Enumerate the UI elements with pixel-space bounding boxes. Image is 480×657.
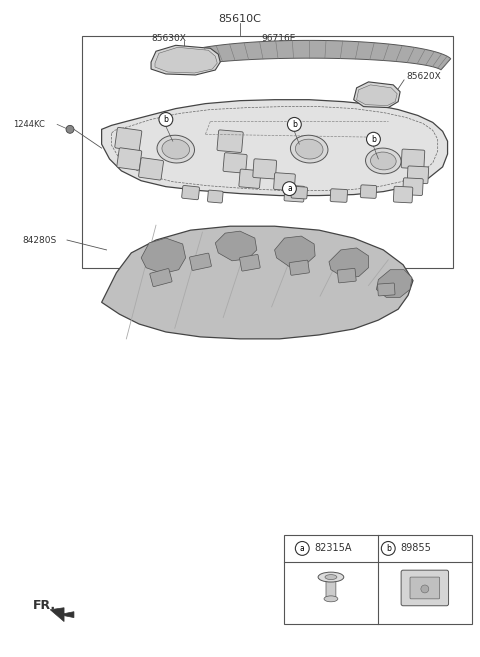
Bar	[82, 36, 453, 267]
Ellipse shape	[366, 148, 401, 174]
Text: b: b	[292, 120, 297, 129]
Text: 85630X: 85630X	[151, 34, 186, 43]
Circle shape	[295, 541, 309, 555]
FancyBboxPatch shape	[378, 283, 395, 296]
Polygon shape	[102, 100, 447, 196]
Polygon shape	[168, 40, 451, 70]
Text: 85610C: 85610C	[218, 14, 262, 24]
FancyBboxPatch shape	[207, 190, 223, 203]
FancyBboxPatch shape	[117, 148, 142, 170]
FancyBboxPatch shape	[337, 269, 356, 283]
Text: b: b	[371, 135, 376, 144]
Ellipse shape	[371, 152, 396, 170]
Circle shape	[421, 585, 429, 593]
Polygon shape	[216, 231, 257, 261]
Ellipse shape	[162, 139, 190, 159]
FancyBboxPatch shape	[401, 570, 448, 606]
FancyBboxPatch shape	[240, 254, 260, 271]
FancyBboxPatch shape	[330, 189, 348, 202]
Text: a: a	[300, 544, 305, 553]
Circle shape	[381, 541, 395, 555]
Text: 82315A: 82315A	[314, 543, 352, 553]
FancyBboxPatch shape	[394, 186, 413, 203]
FancyBboxPatch shape	[274, 173, 295, 191]
Ellipse shape	[157, 135, 194, 163]
Polygon shape	[102, 226, 413, 339]
Bar	[285, 535, 472, 623]
FancyBboxPatch shape	[115, 127, 142, 151]
Text: 84280S: 84280S	[23, 236, 57, 244]
Text: b: b	[386, 544, 391, 553]
Text: a: a	[287, 184, 292, 193]
FancyBboxPatch shape	[360, 185, 377, 198]
Polygon shape	[50, 608, 74, 622]
Ellipse shape	[295, 139, 323, 159]
FancyBboxPatch shape	[217, 130, 243, 152]
FancyBboxPatch shape	[284, 185, 305, 202]
FancyBboxPatch shape	[190, 253, 211, 271]
Circle shape	[288, 118, 301, 131]
Circle shape	[66, 125, 74, 133]
FancyBboxPatch shape	[410, 577, 440, 599]
Text: b: b	[163, 115, 168, 124]
Polygon shape	[329, 248, 369, 278]
FancyBboxPatch shape	[403, 178, 423, 196]
FancyBboxPatch shape	[182, 185, 200, 200]
Text: 89855: 89855	[400, 543, 431, 553]
FancyBboxPatch shape	[291, 186, 308, 199]
FancyBboxPatch shape	[139, 158, 164, 180]
FancyBboxPatch shape	[253, 159, 276, 179]
Text: FR.: FR.	[33, 599, 56, 612]
Polygon shape	[354, 82, 400, 108]
Ellipse shape	[290, 135, 328, 163]
Text: 1244KC: 1244KC	[12, 120, 45, 129]
Polygon shape	[376, 269, 412, 298]
FancyBboxPatch shape	[150, 269, 172, 286]
Circle shape	[159, 112, 173, 126]
FancyBboxPatch shape	[407, 166, 429, 184]
FancyBboxPatch shape	[239, 169, 261, 189]
Polygon shape	[151, 45, 220, 75]
Ellipse shape	[324, 596, 338, 602]
Polygon shape	[275, 236, 315, 267]
FancyBboxPatch shape	[223, 152, 247, 173]
Polygon shape	[155, 47, 217, 73]
Text: 96716E: 96716E	[262, 34, 296, 43]
Text: 85620X: 85620X	[406, 72, 441, 81]
Polygon shape	[357, 85, 397, 106]
Circle shape	[367, 132, 380, 146]
Ellipse shape	[325, 575, 337, 579]
Ellipse shape	[318, 572, 344, 582]
FancyBboxPatch shape	[289, 260, 310, 275]
FancyBboxPatch shape	[326, 576, 336, 600]
Circle shape	[283, 182, 296, 196]
Polygon shape	[141, 238, 186, 274]
FancyBboxPatch shape	[401, 149, 425, 169]
